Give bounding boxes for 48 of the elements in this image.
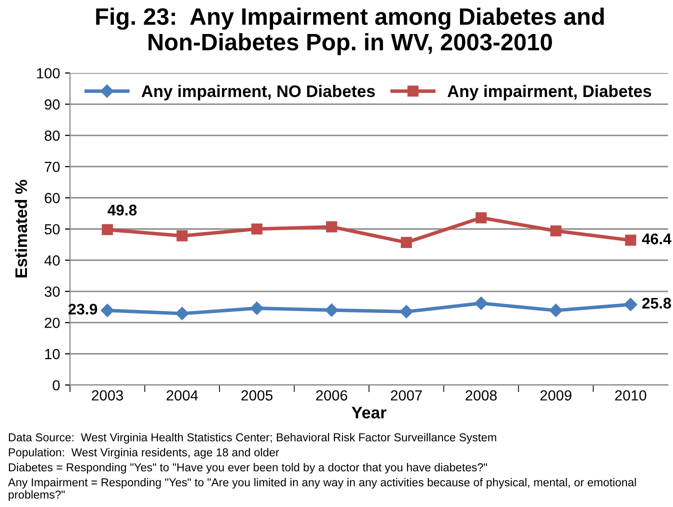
point [102, 224, 113, 236]
point [100, 304, 114, 318]
y-tick-label: 70 [44, 162, 60, 172]
x-tick-label: 2003 [92, 390, 123, 401]
y-tick-label: 80 [44, 130, 60, 141]
x-tick-label: 2010 [615, 390, 646, 401]
y-tick-label: 60 [44, 192, 60, 204]
y-axis-title: Estimated % [14, 180, 28, 278]
y-tick-label: 90 [44, 99, 60, 110]
point [400, 236, 412, 248]
x-tick-label: 2007 [390, 390, 422, 401]
x-tick-label: 2006 [316, 390, 348, 401]
point [251, 223, 262, 235]
text: Diabetes = Responding "Yes" to "Have you ever been told by a doctor that you have diabetes?" [8, 463, 488, 474]
y-tick-label: 0 [52, 380, 60, 390]
point [325, 304, 338, 317]
point [625, 234, 636, 246]
x-tick-label: 2009 [540, 390, 572, 401]
point [326, 221, 338, 232]
y-tick-label: 50 [44, 224, 60, 234]
x-tick-label: 2005 [241, 390, 272, 401]
x-tick-label: 2004 [166, 390, 198, 401]
x-tick-label: 2008 [466, 390, 497, 401]
point [476, 212, 487, 224]
data-label: 49.8 [108, 204, 137, 216]
legend-label: Any impairment, Diabetes [448, 84, 652, 100]
point [176, 230, 188, 242]
y-tick-label: 100 [37, 68, 60, 78]
data-label: 23.9 [68, 304, 98, 315]
point [400, 305, 413, 318]
point [176, 306, 189, 320]
chart-title: Fig. 23: Any Impairment among Diabetes and Non-Diabetes Pop. in WV, 2003-2010 [96, 8, 604, 56]
data-label: 25.8 [642, 298, 671, 309]
point [549, 304, 562, 318]
point [250, 302, 264, 315]
data-label: 46.4 [642, 234, 672, 244]
text: Population: West Virginia residents, age 18 and older [8, 448, 280, 459]
point [474, 296, 488, 310]
x-axis-title: Year [352, 406, 386, 418]
text: Any Impairment = Responding "Yes" to "Are you limited in any way in any activities because of physical, mental, or emotional problems?" [8, 478, 636, 501]
y-tick-label: 10 [45, 348, 60, 360]
point [624, 298, 638, 312]
y-tick-label: 40 [44, 255, 60, 266]
source-note: Data Source: West Virginia Health Statistics Center; Behavioral Risk Factor Surveillance System [8, 433, 496, 444]
y-tick-label: 30 [44, 286, 60, 297]
point [550, 225, 562, 236]
y-tick-label: 20 [44, 318, 60, 328]
legend-label: Any impairment, NO Diabetes [142, 84, 375, 100]
